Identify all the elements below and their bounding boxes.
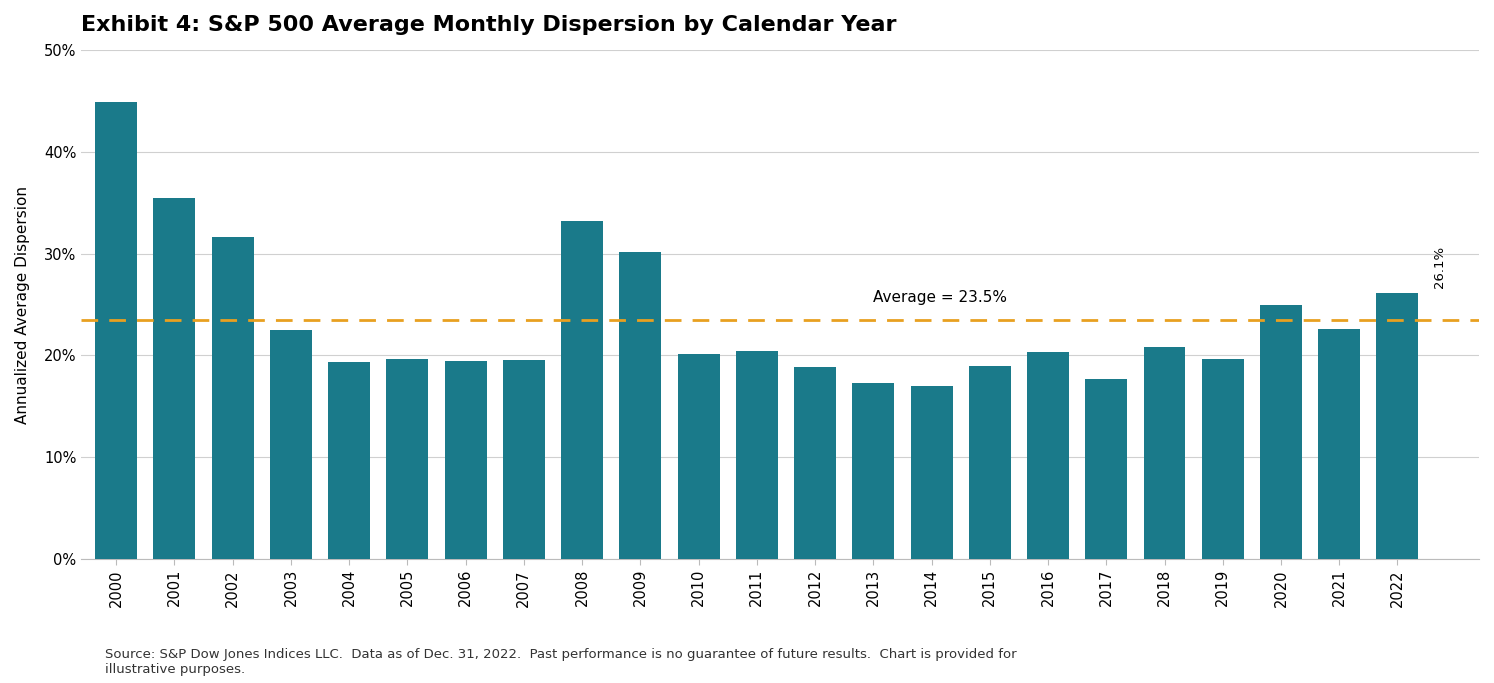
Text: Source: S&P Dow Jones Indices LLC.  Data as of Dec. 31, 2022.  Past performance : Source: S&P Dow Jones Indices LLC. Data … [105,648,1016,676]
Bar [1259,305,1301,559]
Bar [1201,359,1243,559]
Bar [212,238,254,559]
Bar [154,198,196,559]
Text: Average = 23.5%: Average = 23.5% [874,290,1007,305]
Bar [1318,329,1360,559]
Bar [910,386,953,559]
Bar [795,367,837,559]
Bar [620,251,662,559]
Bar [96,102,137,559]
Bar [1026,352,1070,559]
Text: Exhibit 4: S&P 500 Average Monthly Dispersion by Calendar Year: Exhibit 4: S&P 500 Average Monthly Dispe… [81,15,896,35]
Bar [329,363,371,559]
Bar [737,351,778,559]
Bar [387,359,429,559]
Bar [678,354,720,559]
Bar [270,330,312,559]
Y-axis label: Annualized Average Dispersion: Annualized Average Dispersion [15,186,30,423]
Bar [1085,378,1128,559]
Bar [445,361,487,559]
Bar [562,221,604,559]
Bar [1376,294,1418,559]
Bar [1143,347,1185,559]
Bar [968,365,1011,559]
Text: 26.1%: 26.1% [1433,246,1446,288]
Bar [503,361,545,559]
Bar [853,382,895,559]
